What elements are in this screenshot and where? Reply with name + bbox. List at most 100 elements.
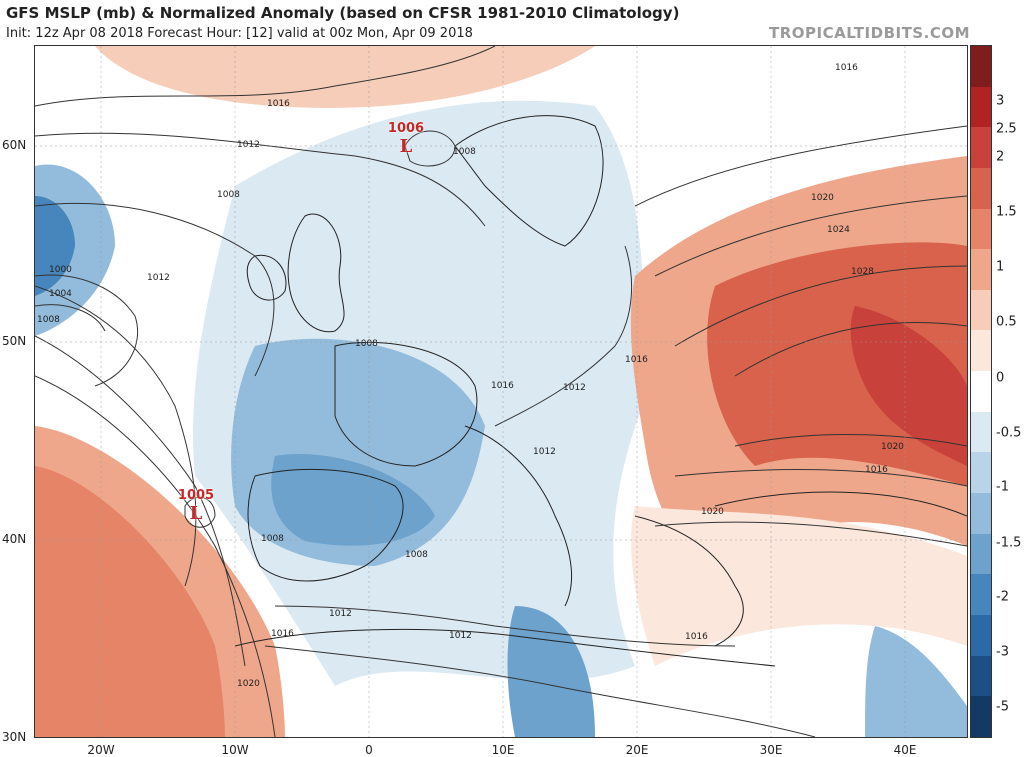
isobar-line	[274, 605, 736, 647]
colorbar-label: 0.5	[996, 314, 1017, 330]
chart-title: GFS MSLP (mb) & Normalized Anomaly (base…	[6, 4, 680, 22]
anomaly-colorbar	[970, 45, 992, 738]
colorbar-label: -3	[996, 644, 1009, 660]
colorbar-label: 1	[996, 259, 1005, 275]
colorbar-segment	[971, 655, 991, 697]
coast-black-sea	[714, 491, 967, 517]
isobar-line	[674, 265, 967, 347]
isobar-line	[35, 202, 275, 377]
low-pressure-icon: L	[189, 503, 203, 524]
low-pressure-value: 1006	[387, 121, 425, 136]
isobar-line	[634, 125, 967, 207]
isobar-label: 1016	[685, 632, 708, 642]
anomaly-region-east-blue	[865, 626, 967, 737]
isobar-label: 1024	[827, 225, 850, 235]
isobar-label-group: 1016 1012 1008 1000 1004 1008 1012 1016 …	[37, 63, 904, 689]
anomaly-region-anatolia-warm	[631, 506, 967, 666]
colorbar-segment	[971, 411, 991, 453]
anomaly-region-atlantic-warm-2	[35, 466, 225, 737]
isobar-label: 1008	[217, 190, 240, 200]
colorbar-segment	[971, 127, 991, 168]
lat-label: 60N	[2, 138, 27, 152]
isobar-label: 1020	[237, 679, 260, 689]
isobar-label: 1020	[701, 507, 724, 517]
isobar-line	[264, 645, 816, 737]
isobar-label: 1000	[49, 265, 72, 275]
isobar-line	[494, 245, 632, 427]
coast-balkans	[634, 515, 744, 647]
lon-label: 10W	[221, 743, 249, 757]
colorbar-segment	[971, 493, 991, 534]
colorbar-segment	[971, 330, 991, 372]
coast-ireland	[246, 254, 287, 301]
colorbar-segment	[971, 574, 991, 615]
isobar-label: 1012	[237, 140, 260, 150]
isobars	[35, 46, 967, 737]
coast-scandinavia	[454, 115, 604, 247]
anomaly-region-atlantic-deep	[35, 196, 75, 296]
isobar-label: 1016	[625, 355, 648, 365]
colorbar-segment	[971, 696, 991, 737]
isobar-line	[35, 285, 197, 587]
isobar-label: 1016	[835, 63, 858, 73]
isobar-line	[35, 132, 486, 227]
colorbar-segment	[971, 249, 991, 290]
lon-label: 0	[365, 743, 373, 757]
isobar-label: 1012	[147, 273, 170, 283]
colorbar-label: -1.5	[996, 535, 1022, 551]
colorbar-label: 0	[996, 370, 1005, 386]
isobar-line	[654, 521, 967, 547]
anomaly-region-med-blue	[507, 606, 595, 737]
coast-italy	[464, 425, 573, 607]
isobar-label: 1016	[865, 465, 888, 475]
isobar-line	[734, 433, 967, 447]
colorbar-label: -1	[996, 479, 1009, 495]
isobar-line	[35, 46, 496, 107]
coast-north-africa	[234, 628, 776, 667]
low-pressure-icon: L	[399, 136, 413, 157]
coast-france	[334, 341, 478, 467]
colorbar-segment	[971, 533, 991, 575]
lat-label: 30N	[2, 730, 27, 744]
low-pressure-value: 1005	[177, 488, 215, 503]
colorbar-label: 2	[996, 149, 1005, 165]
colorbar-segment	[971, 167, 991, 209]
isobar-low-1005	[184, 496, 216, 528]
colorbar-segment	[971, 208, 991, 250]
coast-iberia	[247, 468, 404, 582]
anomaly-map: 1016 1012 1008 1000 1004 1008 1012 1016 …	[35, 46, 967, 737]
isobar-line	[35, 274, 139, 387]
colorbar-label: 1.5	[996, 204, 1017, 220]
isobar-line	[35, 375, 276, 737]
isobar-label: 1020	[881, 442, 904, 452]
anomaly-region-east-warm-3	[850, 306, 967, 466]
isobar-label: 1012	[329, 609, 352, 619]
isobar-label: 1008	[37, 315, 60, 325]
anomaly-region-north-warm	[95, 46, 595, 108]
graticule	[35, 46, 967, 737]
isobar-label: 1008	[355, 339, 378, 349]
isobar-label: 1004	[49, 289, 72, 299]
isobar-label: 1028	[851, 267, 874, 277]
chart-subtitle: Init: 12z Apr 08 2018 Forecast Hour: [12…	[6, 26, 473, 41]
colorbar-label: -0.5	[996, 425, 1022, 441]
colorbar-segment	[971, 86, 991, 128]
isobar-label: 1008	[453, 147, 476, 157]
anomaly-region-deep-blue	[271, 454, 435, 546]
isobar-label: 1008	[261, 534, 284, 544]
isobar-low-1006	[404, 130, 456, 167]
colorbar-segment	[971, 452, 991, 494]
isobar-label: 1012	[533, 447, 556, 457]
lon-label: 20E	[625, 743, 649, 757]
lon-label: 20W	[87, 743, 115, 757]
isobar-label: 1020	[811, 193, 834, 203]
colorbar-label: -2	[996, 589, 1009, 605]
colorbar-segment	[971, 46, 991, 87]
isobar-label: 1016	[271, 629, 294, 639]
lat-label: 40N	[2, 532, 27, 546]
map-panel[interactable]: 1016 1012 1008 1000 1004 1008 1012 1016 …	[34, 45, 968, 738]
colorbar-segment	[971, 614, 991, 656]
site-watermark: TROPICALTIDBITS.COM	[769, 24, 970, 42]
colorbar-segment	[971, 371, 991, 412]
isobar-line	[35, 335, 246, 667]
